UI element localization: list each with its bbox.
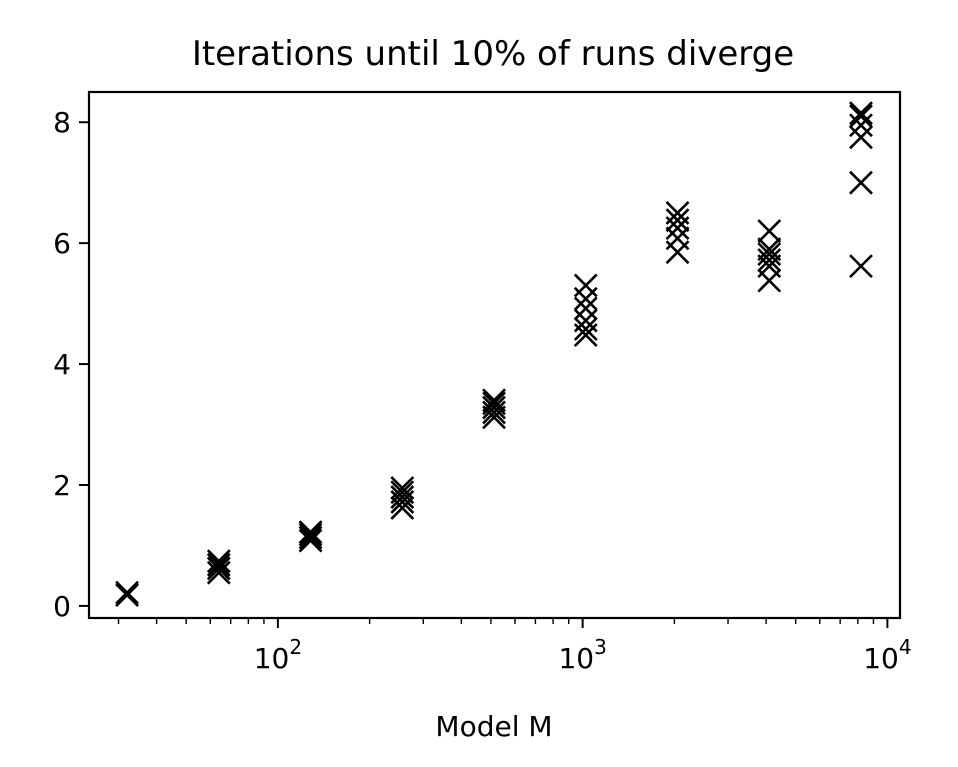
data-point	[665, 226, 690, 251]
x-tick-label: 103	[558, 635, 606, 675]
data-point	[206, 552, 231, 577]
data-point	[757, 242, 782, 266]
data-point	[298, 522, 323, 547]
data-point	[298, 525, 323, 550]
data-point	[206, 556, 231, 581]
data-point	[573, 296, 598, 321]
data-point	[573, 317, 598, 341]
data-point	[390, 476, 415, 500]
data-point	[849, 113, 873, 138]
data-point	[390, 480, 415, 505]
plot-frame	[87, 90, 902, 620]
data-points-layer	[115, 101, 873, 607]
x-axis-label: Model M	[435, 710, 552, 743]
x-tick-label: 102	[254, 635, 302, 675]
data-point	[482, 388, 506, 413]
y-tick-label: 2	[53, 469, 71, 502]
data-point	[206, 560, 231, 585]
data-point	[757, 254, 782, 279]
data-point	[115, 583, 139, 607]
x-tick-label: 104	[863, 635, 911, 675]
data-point	[665, 208, 690, 233]
data-point	[665, 201, 690, 225]
data-point	[482, 395, 506, 420]
data-point	[757, 219, 782, 243]
data-point	[849, 170, 873, 195]
data-point	[482, 400, 506, 425]
y-tick-label: 8	[53, 106, 71, 139]
data-point	[849, 254, 873, 279]
y-tick-label: 6	[53, 227, 71, 260]
data-point	[573, 286, 598, 311]
data-point	[206, 549, 231, 574]
data-point	[849, 125, 873, 150]
data-point	[757, 248, 782, 272]
y-tick-label: 0	[53, 590, 71, 623]
data-point	[115, 580, 139, 605]
data-point	[390, 485, 415, 509]
chart-title: Iterations until 10% of runs diverge	[192, 34, 794, 74]
data-point	[573, 273, 598, 298]
data-point	[757, 237, 782, 262]
data-point	[849, 104, 873, 129]
data-point	[298, 520, 323, 545]
data-point	[573, 308, 598, 333]
data-point	[849, 101, 873, 126]
axes-layer: 0 2 4 6 8 102 103 104	[53, 106, 911, 675]
data-point	[298, 528, 323, 553]
y-tick-label: 4	[53, 348, 71, 381]
data-point	[482, 391, 506, 416]
